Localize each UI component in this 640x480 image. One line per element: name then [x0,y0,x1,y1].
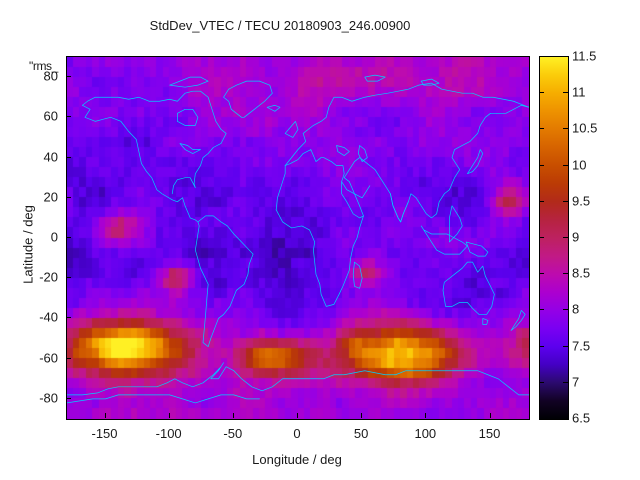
x-axis-tick [104,413,106,418]
heatmap-plot-area[interactable] [66,56,530,420]
x-axis-tick [297,413,298,418]
y-axis-title: Latitude / deg [20,205,36,284]
colorbar-tick [539,381,544,383]
y-axis-tick [66,237,71,238]
vtec-stddev-heatmap [67,57,529,419]
y-axis-tick-label: 60 [43,108,58,124]
colorbar-tick [539,200,544,202]
colorbar-gradient [540,57,568,419]
colorbar-tick-label: 11 [572,84,586,100]
colorbar-tick-label: 6.5 [572,410,591,426]
y-axis-tick-label: -60 [39,350,58,366]
x-axis-tick [232,413,234,418]
x-axis-tick [168,413,170,418]
colorbar-tick-label: 10.5 [572,120,598,136]
x-axis-tick [361,413,363,418]
rms-overlap-artifact: "rms_ [29,59,58,73]
y-axis-tick [66,397,71,399]
colorbar-tick [539,164,544,166]
x-axis-tick-label: 0 [293,426,301,441]
colorbar-tick [539,92,544,94]
y-axis-tick-label: -80 [39,390,58,406]
colorbar-tick-label: 7 [572,374,580,390]
colorbar-tick [539,237,544,238]
colorbar-tick-label: 10 [572,157,587,173]
colorbar-tick-label: 11.5 [572,48,597,64]
x-axis-tick-label: -150 [91,426,118,441]
y-axis-tick-label: -20 [39,269,58,285]
y-axis-tick [66,76,71,78]
colorbar-tick [539,309,544,311]
x-axis-tick [425,413,427,418]
page-title: StdDev_VTEC / TECU 20180903_246.00900 [149,18,411,33]
colorbar-tick [563,200,568,202]
y-axis-tick [66,116,71,118]
x-axis-tick-label: 50 [353,426,369,441]
colorbar[interactable] [539,56,569,420]
x-axis-tick-label: -50 [223,426,243,441]
x-axis-tick-label: 150 [478,426,501,441]
y-axis-tick [66,317,71,319]
colorbar-tick [563,128,568,130]
x-axis-tick [489,413,491,418]
y-axis-tick [66,156,71,158]
colorbar-tick [539,273,544,275]
colorbar-tick [563,381,568,383]
colorbar-tick-label: 8.5 [572,265,591,281]
y-axis-tick-label: 20 [43,189,58,205]
colorbar-tick-label: 7.5 [572,338,591,354]
y-axis-tick-label: -40 [39,309,58,325]
colorbar-tick-label: 9 [572,229,580,245]
colorbar-tick [563,92,568,94]
y-axis-tick-label: 40 [43,149,58,165]
y-axis-tick [66,277,71,279]
y-axis-tick-label: 80 [43,68,58,84]
y-axis-tick-label: 0 [50,229,58,245]
colorbar-tick [563,345,568,347]
colorbar-tick [563,273,568,275]
colorbar-tick [563,237,568,238]
colorbar-tick [539,345,544,347]
y-axis-tick [66,196,71,198]
x-axis-tick-label: -100 [155,426,182,441]
colorbar-tick-label: 9.5 [572,193,591,209]
colorbar-tick [539,128,544,130]
x-axis-title: Longitude / deg [252,452,342,467]
colorbar-tick [563,309,568,311]
colorbar-tick [563,164,568,166]
colorbar-tick-label: 8 [572,301,580,317]
x-axis-tick-label: 100 [414,426,437,441]
y-axis-tick [66,357,71,359]
